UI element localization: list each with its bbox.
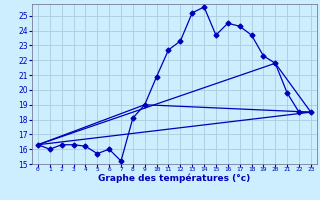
X-axis label: Graphe des températures (°c): Graphe des températures (°c) bbox=[98, 174, 251, 183]
